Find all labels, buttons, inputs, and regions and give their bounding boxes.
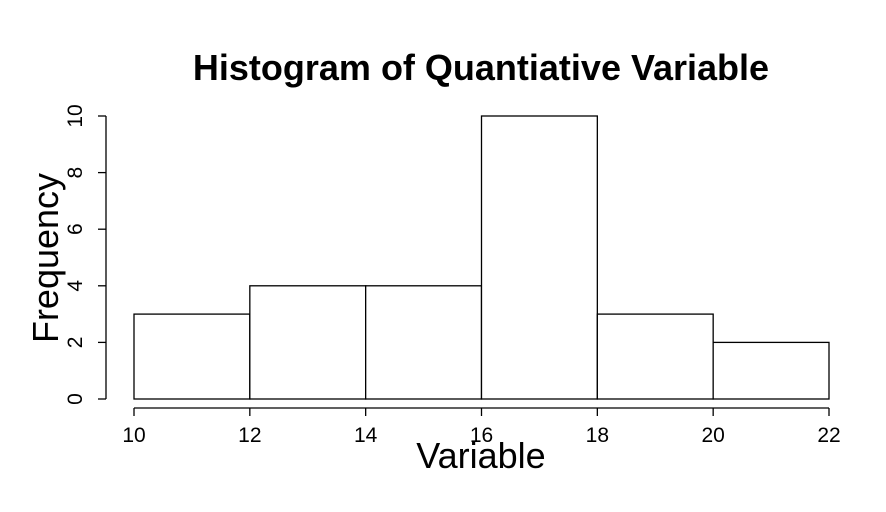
x-tick-label-18: 18 (586, 424, 609, 447)
y-tick-label-10: 10 (64, 104, 87, 127)
histogram-bar-14-16 (365, 285, 483, 400)
y-tick-label-8: 8 (64, 167, 87, 179)
x-tick-label-12: 12 (238, 424, 261, 447)
x-tick-label-16: 16 (470, 424, 493, 447)
x-axis-label: Variable (416, 435, 545, 476)
y-axis: 0 2 4 6 8 10 (64, 104, 107, 405)
x-tick-label-22: 22 (817, 424, 840, 447)
x-tick-label-14: 14 (354, 424, 378, 447)
histogram-bar-12-14 (249, 285, 367, 400)
y-tick-label-2: 2 (64, 337, 87, 349)
y-axis-label: Frequency (25, 173, 66, 343)
bars-group (133, 115, 830, 400)
y-tick-label-0: 0 (64, 393, 87, 405)
x-tick-label-20: 20 (701, 424, 724, 447)
y-tick-label-6: 6 (64, 223, 87, 235)
histogram-bar-10-12 (133, 313, 251, 400)
y-tick-label-4: 4 (64, 280, 87, 292)
histogram-bar-20-22 (712, 341, 830, 400)
x-axis: 10 12 14 16 18 20 22 (122, 407, 841, 447)
x-tick-label-10: 10 (122, 424, 145, 447)
chart-title: Histogram of Quantiative Variable (193, 47, 769, 88)
histogram-bar-18-20 (596, 313, 714, 400)
histogram-bar-16-18 (480, 115, 598, 400)
